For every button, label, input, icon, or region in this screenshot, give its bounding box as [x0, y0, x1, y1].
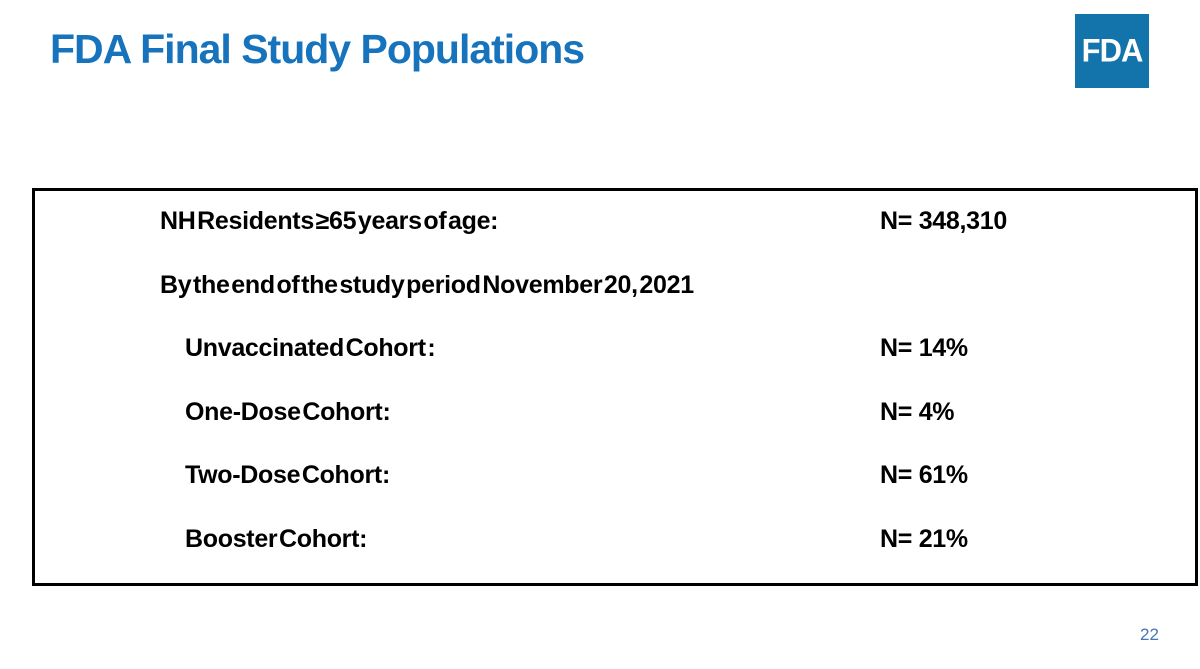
cohort-label: Unvaccinated Cohort : — [185, 334, 436, 362]
cohort-row-unvaccinated: Unvaccinated Cohort : N= 14% — [35, 334, 1195, 366]
study-period-label: By the end of the study period November … — [160, 271, 694, 299]
cohort-value: N= 4% — [880, 398, 955, 426]
slide-title: FDA Final Study Populations — [50, 26, 585, 72]
population-header-value: N= 348,310 — [880, 207, 1007, 235]
cohort-label: Two-Dose Cohort: — [185, 461, 390, 489]
study-period-row: By the end of the study period November … — [35, 271, 1195, 303]
cohort-value: N= 21% — [880, 525, 968, 553]
fda-logo: FDA — [1075, 14, 1149, 88]
cohort-value: N= 61% — [880, 461, 968, 489]
cohort-label: Booster Cohort: — [185, 525, 368, 553]
population-header-label: NH Residents ≥65 years of age: — [160, 207, 499, 235]
cohort-row-one-dose: One-Dose Cohort: N= 4% — [35, 398, 1195, 430]
cohort-row-booster: Booster Cohort: N= 21% — [35, 525, 1195, 557]
cohort-value: N= 14% — [880, 334, 968, 362]
study-population-box: NH Residents ≥65 years of age: N= 348,31… — [32, 188, 1198, 586]
population-header-row: NH Residents ≥65 years of age: N= 348,31… — [35, 207, 1195, 239]
page-number: 22 — [1140, 625, 1159, 644]
cohort-row-two-dose: Two-Dose Cohort: N= 61% — [35, 461, 1195, 493]
fda-logo-text: FDA — [1081, 32, 1144, 69]
cohort-label: One-Dose Cohort: — [185, 398, 391, 426]
